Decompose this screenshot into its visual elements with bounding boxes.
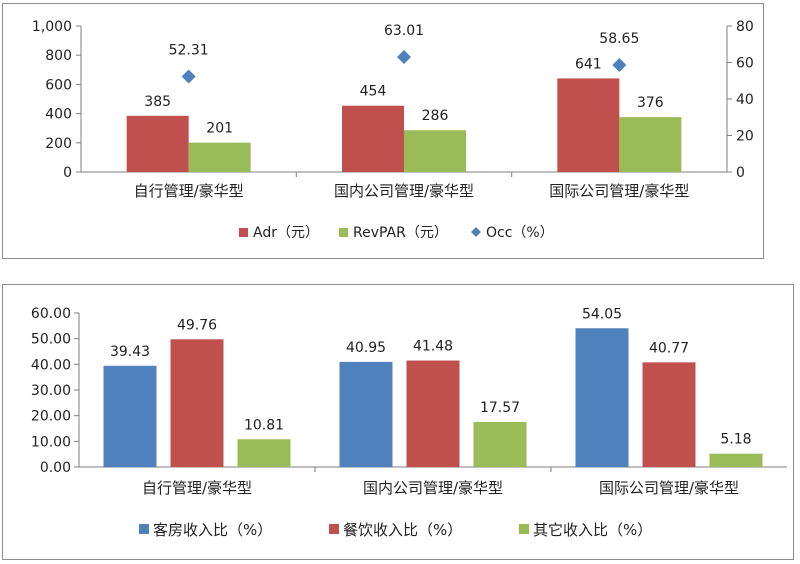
- bar-value-label: 39.43: [110, 344, 150, 360]
- legend-label: Adr（元）: [253, 225, 319, 241]
- left-y-tick-label: 0: [63, 165, 72, 181]
- occ-value-label: 52.31: [169, 43, 209, 59]
- y-tick-label: 0.00: [40, 460, 71, 476]
- legend-swatch: [339, 228, 348, 237]
- legend-label: Occ（%）: [486, 225, 554, 241]
- right-y-tick-label: 40: [736, 92, 754, 108]
- bar-series-3: [709, 453, 763, 467]
- bar-value-label: 286: [422, 108, 449, 124]
- left-y-tick-label: 200: [45, 136, 72, 152]
- legend-occ-swatch: [471, 227, 481, 237]
- bar-value-label: 40.77: [649, 340, 689, 356]
- bar-series-3: [237, 439, 291, 467]
- left-y-tick-label: 600: [45, 77, 72, 93]
- bar-value-label: 17.57: [480, 400, 520, 416]
- bar-value-label: 54.05: [582, 306, 622, 322]
- bar-series-3: [473, 421, 527, 467]
- bar-value-label: 454: [360, 84, 387, 100]
- legend-swatch: [139, 524, 149, 534]
- legend-label: 其它收入比（%）: [533, 521, 652, 539]
- left-y-tick-label: 1,000: [32, 19, 72, 35]
- y-tick-label: 60.00: [31, 306, 71, 322]
- bar-series-2: [406, 360, 460, 467]
- y-tick-label: 50.00: [31, 332, 71, 348]
- x-category-label: 国内公司管理/豪华型: [334, 182, 474, 200]
- y-tick-label: 10.00: [31, 434, 71, 450]
- x-category-label: 国内公司管理/豪华型: [363, 479, 503, 497]
- bar-series-2: [170, 339, 224, 467]
- bar-series-1: [575, 328, 629, 467]
- right-y-tick-label: 0: [736, 165, 745, 181]
- chart-top-svg: 0 200 400 600 800 1,000 0 20 40 60 80 自行管理/豪华型 385 20…: [32, 19, 754, 241]
- occ-marker: [612, 57, 627, 72]
- legend-swatch: [329, 524, 339, 534]
- bar-value-label: 10.81: [244, 417, 284, 433]
- occ-value-label: 63.01: [384, 23, 424, 39]
- x-category-label: 自行管理/豪华型: [142, 479, 252, 497]
- occ-marker: [397, 50, 411, 65]
- bar-value-label: 41.48: [413, 339, 453, 355]
- bar-adr: [557, 78, 620, 172]
- bar-adr: [342, 105, 404, 172]
- occ-value-label: 58.65: [599, 31, 639, 47]
- occ-marker: [181, 69, 196, 84]
- bar-revpar: [404, 130, 466, 172]
- legend-label: RevPAR（元）: [353, 225, 448, 241]
- bar-revpar: [188, 142, 251, 172]
- bar-value-label: 201: [206, 121, 233, 137]
- legend-label: 餐饮收入比（%）: [343, 521, 462, 539]
- x-category-label: 自行管理/豪华型: [134, 182, 244, 200]
- y-tick-label: 30.00: [31, 383, 71, 399]
- bar-series-1: [339, 361, 393, 467]
- bar-adr: [126, 115, 189, 172]
- bar-value-label: 49.76: [177, 317, 217, 333]
- bar-revpar: [619, 117, 682, 172]
- bar-value-label: 40.95: [346, 340, 386, 356]
- legend-swatch: [239, 228, 248, 237]
- legend-label: 客房收入比（%）: [153, 521, 272, 539]
- right-y-tick-label: 80: [736, 19, 754, 35]
- chart-panel-bottom: 0.00 10.00 20.00 30.00 40.00 50.00 60.00 自行管理/豪…: [2, 284, 794, 560]
- chart-panel-top: 0 200 400 600 800 1,000 0 20 40 60 80 自行管理/豪华型 385 20…: [2, 3, 764, 259]
- bar-value-label: 385: [144, 94, 171, 110]
- bar-value-label: 5.18: [720, 432, 751, 448]
- right-y-tick-label: 20: [736, 129, 754, 145]
- bar-series-1: [103, 365, 157, 467]
- left-y-tick-label: 400: [45, 107, 72, 123]
- bar-series-2: [642, 362, 696, 467]
- y-tick-label: 40.00: [31, 357, 71, 373]
- x-category-label: 国际公司管理/豪华型: [599, 479, 739, 497]
- legend-swatch: [519, 524, 529, 534]
- chart-bottom-svg: 0.00 10.00 20.00 30.00 40.00 50.00 60.00 自行管理/豪…: [31, 306, 787, 539]
- bar-value-label: 376: [637, 95, 664, 111]
- x-category-label: 国际公司管理/豪华型: [549, 182, 689, 200]
- left-y-tick-label: 800: [45, 48, 72, 64]
- bar-value-label: 641: [575, 56, 602, 72]
- y-tick-label: 20.00: [31, 409, 71, 425]
- right-y-tick-label: 60: [736, 56, 754, 72]
